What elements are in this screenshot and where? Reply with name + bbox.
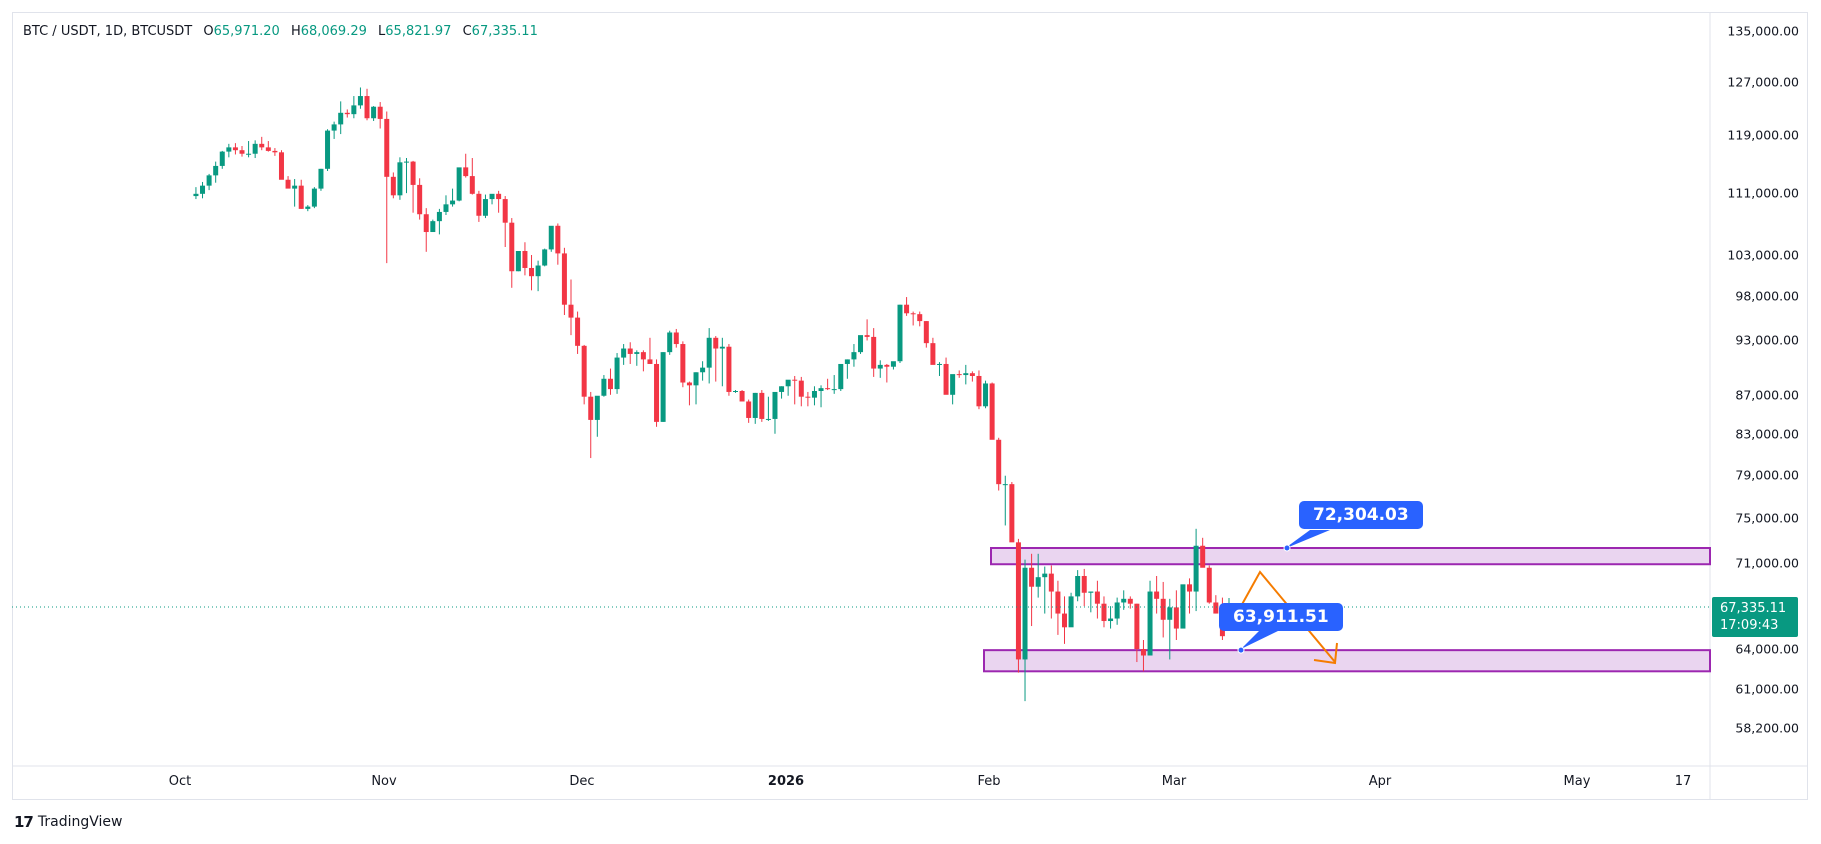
price-tick-label: 58,200.00 [1735,720,1799,736]
time-tick-label: Mar [1161,774,1187,789]
price-tick-label: 103,000.00 [1727,247,1799,263]
low-key: L [378,24,386,39]
open-value: 65,971.20 [213,24,280,39]
time-tick-label: Oct [168,774,192,789]
high-value: 68,069.29 [300,24,367,39]
price-tick-label: 75,000.00 [1735,510,1799,526]
symbol-title[interactable]: BTC / USDT, 1D, BTCUSDT [23,24,193,39]
support-resistance-zones[interactable] [983,546,1711,673]
price-tick-label: 64,000.00 [1735,641,1799,657]
brand-name: TradingView [37,814,123,830]
price-tick-label: 98,000.00 [1735,288,1799,304]
price-tick-label: 111,000.00 [1727,185,1799,201]
close-value: 67,335.11 [471,24,538,39]
time-tick-label: 17 [1674,774,1692,789]
price-tick-label: 119,000.00 [1727,127,1799,143]
price-tick-label: 79,000.00 [1735,467,1799,483]
price-tick-label: 135,000.00 [1727,23,1799,39]
high-key: H [290,24,301,39]
open-key: O [203,24,214,39]
drawing-annotations[interactable] [1237,530,1338,665]
chart-frame [12,12,1808,800]
tradingview-logo-icon: 17 [14,813,34,831]
ohlc-legend: BTC / USDT, 1D, BTCUSDT O65,971.20 H68,0… [23,24,538,39]
bar-countdown: 17:09:43 [1720,618,1779,633]
resistance-price-callout[interactable]: 72,304.03 [1299,501,1423,529]
price-tick-label: 127,000.00 [1727,74,1799,90]
price-tick-label: 93,000.00 [1735,332,1799,348]
close-key: C [462,24,472,39]
time-tick-label: Feb [977,774,1001,789]
support-price-callout[interactable]: 63,911.51 [1219,603,1343,631]
time-tick-label: 2026 [767,774,805,789]
time-tick-label: May [1563,774,1591,789]
price-tick-label: 61,000.00 [1735,681,1799,697]
price-tick-label: 71,000.00 [1735,555,1799,571]
candlestick-series [193,87,1232,702]
low-value: 65,821.97 [385,24,452,39]
price-tick-label: 83,000.00 [1735,426,1799,442]
last-price-badge: 67,335.11 17:09:43 [1712,597,1798,637]
time-tick-label: Dec [569,774,595,789]
last-price-value: 67,335.11 [1720,601,1787,616]
time-tick-label: Nov [371,774,397,789]
time-tick-label: Apr [1368,774,1392,789]
tradingview-branding[interactable]: 17 TradingView [14,813,122,831]
price-tick-label: 87,000.00 [1735,387,1799,403]
